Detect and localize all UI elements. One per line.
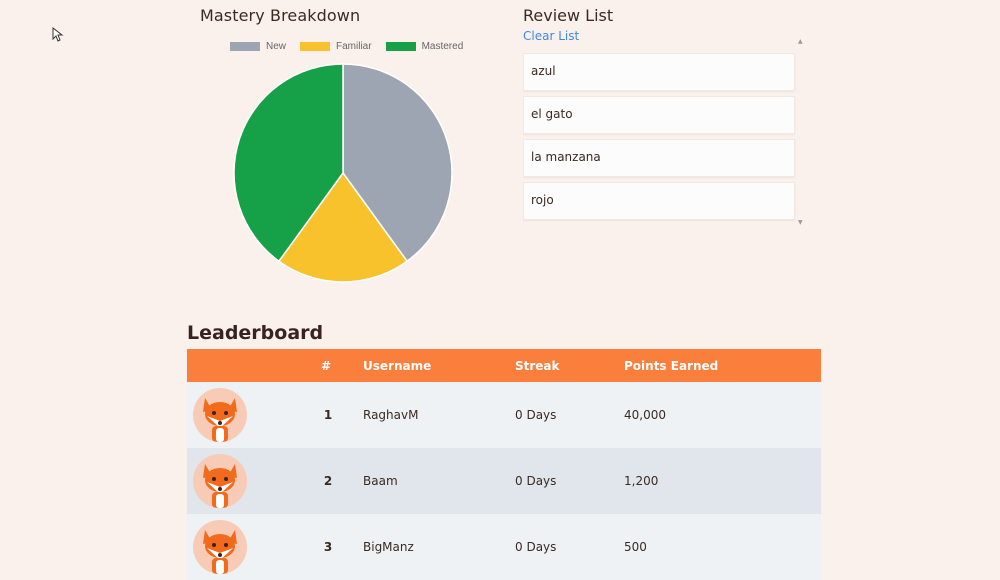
fox-avatar-icon [193, 388, 247, 442]
clear-list-link[interactable]: Clear List [523, 29, 580, 43]
row-points: 40,000 [624, 408, 666, 422]
row-points: 1,200 [624, 474, 659, 488]
mouse-pointer-icon [52, 27, 64, 42]
fox-avatar-icon [193, 520, 247, 574]
header-streak: Streak [515, 358, 560, 373]
leaderboard-header-row: # Username Streak Points Earned [187, 349, 821, 382]
pie-slice-mastered[interactable] [233, 63, 344, 263]
row-username: RaghavM [363, 408, 419, 422]
header-username: Username [363, 358, 432, 373]
legend-item-mastered[interactable]: Mastered [385, 41, 464, 52]
leaderboard-panel: Leaderboard # Username Streak Points Ear… [187, 322, 821, 580]
legend-swatch-familiar [300, 42, 331, 51]
review-list[interactable]: azul el gato la manzana rojo [523, 36, 803, 226]
pie-slice-familiar[interactable] [277, 171, 409, 283]
review-title: Review List [523, 6, 614, 25]
chart-legend: New Familiar Mastered [230, 41, 463, 52]
legend-item-new[interactable]: New [230, 41, 286, 52]
table-row: 1 RaghavM 0 Days 40,000 [187, 382, 821, 448]
scroll-down-icon[interactable]: ▼ [798, 219, 803, 226]
legend-swatch-new [230, 42, 260, 51]
mastery-pie-chart [233, 63, 453, 283]
legend-label-mastered: Mastered [421, 41, 464, 52]
pie-slice-new[interactable] [342, 63, 453, 263]
legend-item-familiar[interactable]: Familiar [300, 41, 372, 52]
legend-swatch-mastered [385, 42, 416, 51]
fox-avatar-icon [193, 454, 247, 508]
mastery-title: Mastery Breakdown [200, 6, 361, 25]
header-points: Points Earned [624, 358, 719, 373]
row-streak: 0 Days [515, 540, 557, 554]
review-list-panel: Review List Clear List azul el gato la m… [523, 6, 808, 226]
row-rank: 1 [323, 408, 333, 422]
table-row: 2 Baam 0 Days 1,200 [187, 448, 821, 514]
legend-label-familiar: Familiar [336, 41, 372, 52]
row-rank: 3 [323, 540, 333, 554]
row-username: Baam [363, 474, 398, 488]
review-item[interactable]: el gato [523, 96, 795, 134]
row-streak: 0 Days [515, 408, 557, 422]
row-streak: 0 Days [515, 474, 557, 488]
leaderboard-title: Leaderboard [187, 322, 324, 344]
review-item[interactable]: azul [523, 53, 795, 91]
row-points: 500 [624, 540, 647, 554]
table-row: 3 BigManz 0 Days 500 [187, 514, 821, 580]
review-item[interactable]: la manzana [523, 139, 795, 177]
review-item[interactable]: rojo [523, 182, 795, 220]
header-rank: # [321, 358, 332, 373]
row-rank: 2 [323, 474, 333, 488]
review-scrollbar[interactable]: ▲ ▼ [798, 38, 804, 226]
scroll-up-icon[interactable]: ▲ [798, 38, 803, 45]
row-username: BigManz [363, 540, 414, 554]
legend-label-new: New [266, 41, 287, 52]
mastery-breakdown-panel: Mastery Breakdown New Familiar Mastered [200, 6, 490, 296]
